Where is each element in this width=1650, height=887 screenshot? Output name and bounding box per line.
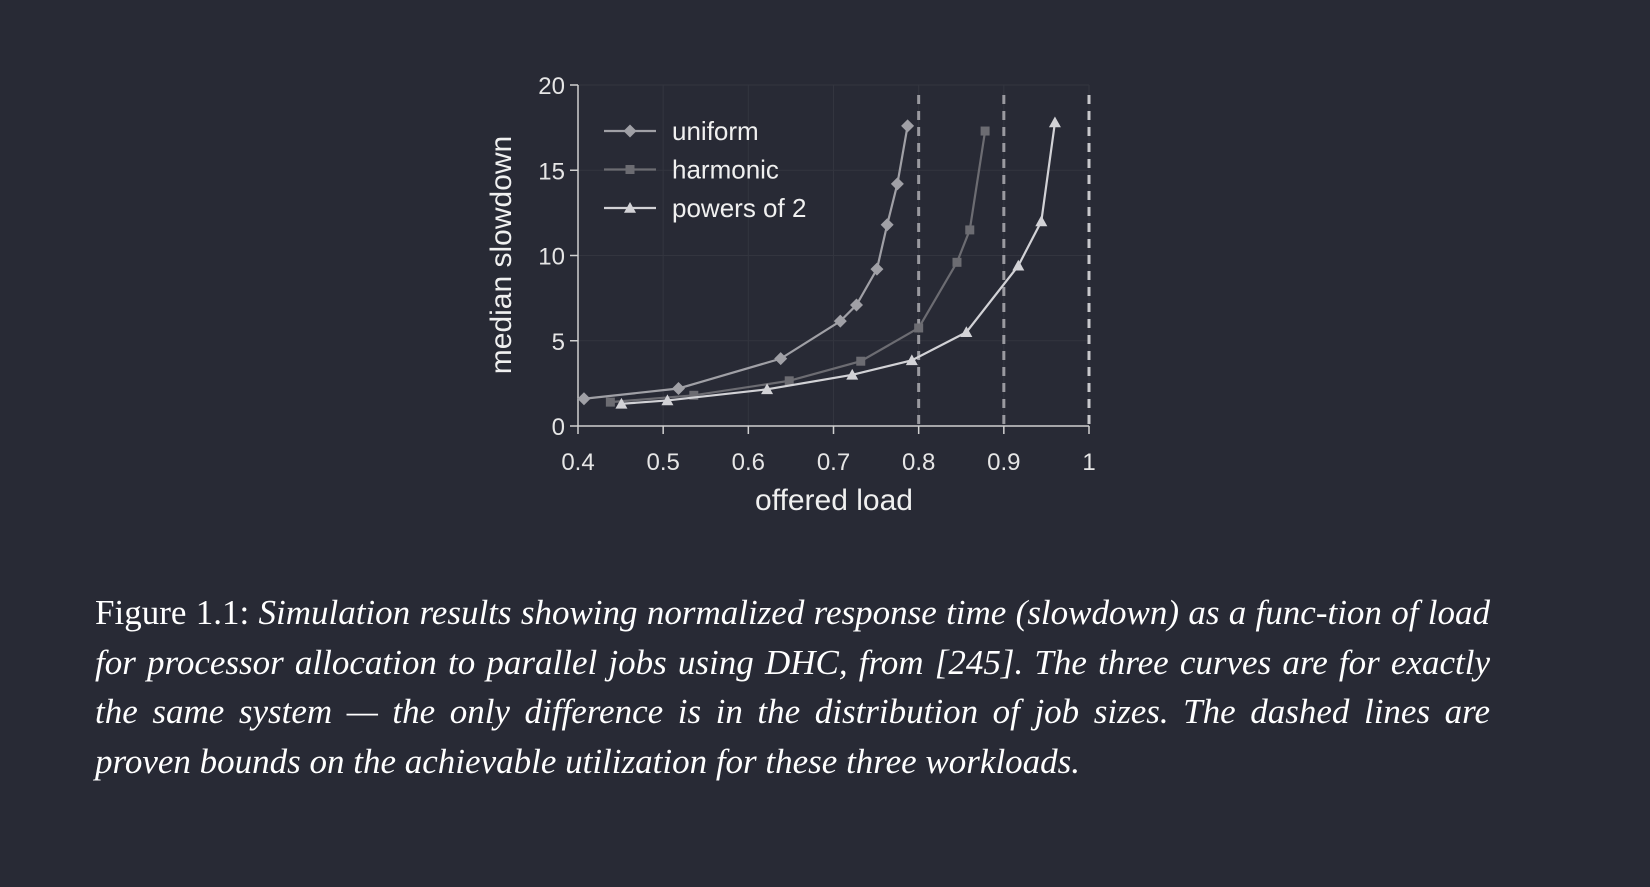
chart: 0.4 0.5 0.6 0.7 0.8 0.9 1 0 5 10 15 20 uniform harmo…: [485, 73, 1096, 517]
x-tick-label: 0.4: [561, 449, 594, 476]
data-point-triangle: [960, 326, 973, 338]
y-axis-title: median slowdown: [485, 136, 518, 374]
legend-item: harmonic: [604, 155, 779, 185]
data-point-triangle: [615, 397, 628, 409]
grid: [577, 84, 1090, 427]
legend-label: uniform: [672, 116, 759, 146]
data-point-diamond: [880, 218, 894, 232]
data-point-square: [784, 376, 794, 386]
data-point-diamond: [577, 392, 591, 406]
data-point-triangle: [661, 394, 674, 406]
legend-label: powers of 2: [672, 193, 806, 223]
data-point-diamond: [671, 381, 685, 395]
series-square: [605, 126, 990, 407]
data-point-triangle: [905, 354, 918, 366]
data-point-square: [605, 397, 615, 407]
data-point-square: [856, 356, 866, 366]
figure-caption: Figure 1.1: Simulation results showing n…: [95, 588, 1490, 786]
data-point-triangle: [846, 368, 859, 380]
legend: uniform harmonic powers of 2: [604, 116, 806, 223]
data-point-triangle: [624, 202, 636, 213]
bound-lines: [917, 95, 1091, 426]
data-point-square: [952, 257, 962, 267]
series-diamond: [577, 119, 915, 406]
y-tick-label: 0: [552, 414, 565, 441]
caption-text: Simulation results showing normalized re…: [95, 593, 1490, 781]
x-tick-label: 0.5: [646, 449, 679, 476]
data-point-square: [689, 390, 699, 400]
data-point-diamond: [849, 298, 863, 312]
data-point-diamond: [774, 352, 788, 366]
data-point-diamond: [870, 262, 884, 276]
data-point-diamond: [901, 119, 915, 133]
data-point-diamond: [623, 124, 637, 138]
caption-label: Figure 1.1:: [95, 593, 250, 632]
series-group: [577, 116, 1061, 409]
x-tick-label: 0.6: [732, 449, 765, 476]
data-point-diamond: [833, 314, 847, 328]
legend-item: powers of 2: [604, 193, 806, 223]
data-point-triangle: [761, 383, 774, 395]
y-tick-label: 15: [538, 158, 565, 185]
data-point-triangle: [1012, 259, 1025, 271]
legend-item: uniform: [604, 116, 759, 146]
series-triangle: [615, 116, 1061, 409]
data-point-square: [980, 126, 990, 136]
x-tick-label: 0.7: [817, 449, 850, 476]
data-point-square: [965, 225, 975, 235]
series-line: [610, 130, 987, 404]
x-axis-title: offered load: [755, 484, 913, 517]
data-point-triangle: [1048, 116, 1061, 128]
x-tick-label: 0.9: [987, 449, 1020, 476]
data-point-diamond: [890, 177, 904, 191]
y-tick-label: 20: [538, 73, 565, 100]
x-tick-label: 0.8: [902, 449, 935, 476]
data-point-triangle: [1035, 215, 1048, 227]
legend-label: harmonic: [672, 155, 779, 185]
data-point-square: [914, 323, 924, 333]
y-tick-label: 5: [552, 329, 565, 356]
data-point-square: [625, 165, 635, 174]
x-tick-label: 1: [1082, 449, 1095, 476]
y-tick-label: 10: [538, 244, 565, 271]
